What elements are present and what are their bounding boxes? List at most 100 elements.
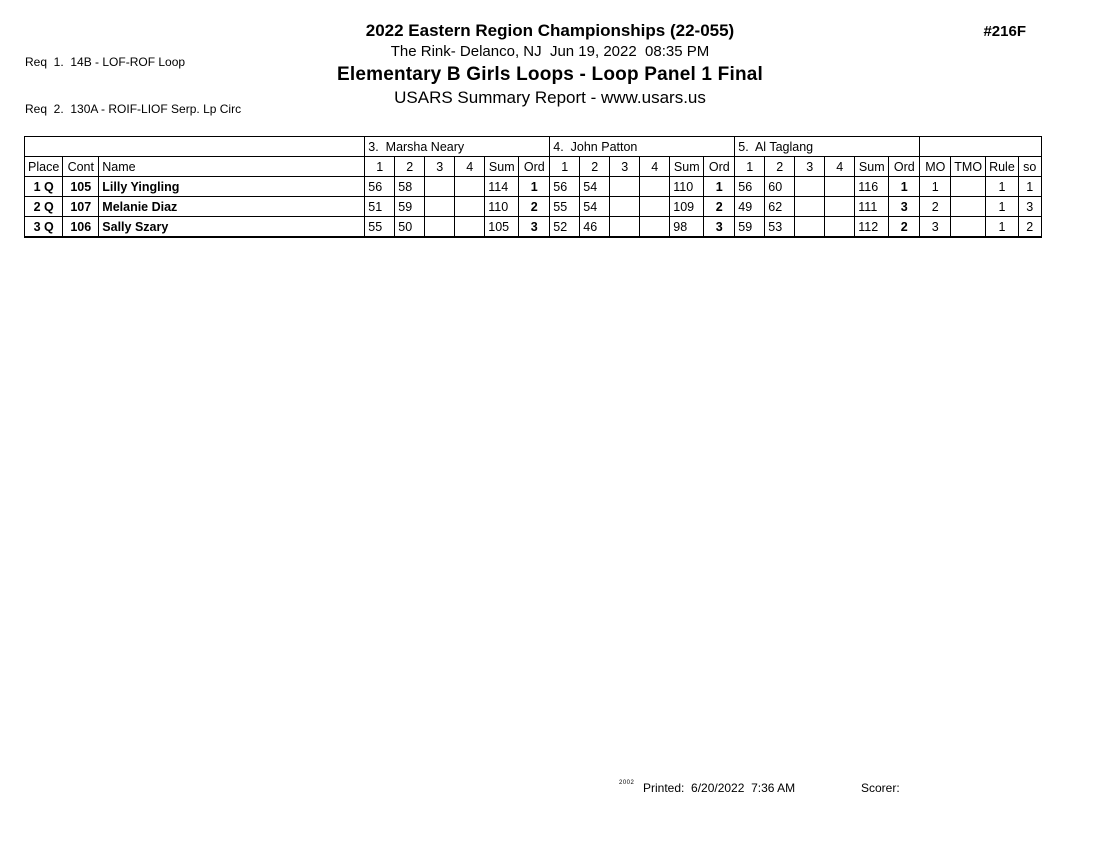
judge-header-row: 3. Marsha Neary 4. John Patton 5. Al Tagla… (23, 136, 1042, 157)
event-title: Elementary B Girls Loops - Loop Panel 1 … (336, 64, 764, 85)
col-header-name: Name (98, 156, 366, 177)
judge-name-4: 4. John Patton (549, 136, 736, 157)
judge3-mark-4 (454, 216, 486, 238)
judge5-sum: 112 (854, 216, 890, 238)
requirements-block: Req 1. 14B - LOF-ROF Loop Req 2. 130A - … (25, 24, 241, 148)
skater-name-cell: Sally Szary (98, 216, 366, 238)
venue-datetime: The Rink- Delanco, NJ Jun 19, 2022 08:35… (390, 43, 710, 60)
judge5-sum: 116 (854, 176, 890, 197)
judge5-mark-3 (794, 176, 826, 197)
judge5-mark-2: 53 (764, 216, 796, 238)
judge4-sum: 110 (669, 176, 705, 197)
col-header-judge3-3: 3 (424, 156, 456, 177)
judge5-mark-4 (824, 176, 856, 197)
report-header: 2022 Eastern Region Championships (22-05… (0, 20, 1100, 109)
judge4-sum: 109 (669, 196, 705, 217)
judge4-mark-1: 55 (549, 196, 581, 217)
mo-cell: 1 (919, 176, 952, 197)
judge3-ordinal: 3 (518, 216, 551, 238)
results-table: 3. Marsha Neary 4. John Patton 5. Al Tagla… (23, 136, 1042, 238)
report-subtitle: USARS Summary Report - www.usars.us (394, 88, 706, 107)
mo-cell: 3 (919, 216, 952, 238)
judge5-mark-1: 59 (734, 216, 766, 238)
judge3-ordinal: 2 (518, 196, 551, 217)
event-code: #216F (983, 23, 1026, 40)
version-mark: 2002 (619, 780, 635, 786)
judge4-mark-4 (639, 216, 671, 238)
judge3-mark-4 (454, 176, 486, 197)
judge-row-spacer-right (919, 136, 1042, 157)
championship-title: 2022 Eastern Region Championships (22-05… (365, 21, 735, 40)
judge3-mark-1: 56 (364, 176, 396, 197)
judge3-sum: 110 (484, 196, 520, 217)
result-row-1: 1 Q 105 Lilly Yingling 56 58 114 1 56 54 110 1 56 60… (23, 176, 1042, 197)
judge-name-3: 3. Marsha Neary (364, 136, 551, 157)
so-cell: 3 (1017, 196, 1042, 217)
col-header-mo: MO (919, 156, 952, 177)
judge-name-5: 5. Al Taglang (734, 136, 921, 157)
col-header-judge5-sum: Sum (854, 156, 890, 177)
judge3-sum: 114 (484, 176, 520, 197)
col-header-judge5-ord: Ord (888, 156, 921, 177)
judge5-mark-2: 62 (764, 196, 796, 217)
requirement-1: Req 1. 14B - LOF-ROF Loop (25, 55, 186, 69)
col-header-judge3-ord: Ord (518, 156, 551, 177)
judge5-mark-2: 60 (764, 176, 796, 197)
judge5-mark-3 (794, 196, 826, 217)
judge4-sum: 98 (669, 216, 705, 238)
judge5-mark-3 (794, 216, 826, 238)
result-row-3: 3 Q 106 Sally Szary 55 50 105 3 52 46 98 3 59 53 112 2… (23, 216, 1042, 238)
judge5-mark-1: 49 (734, 196, 766, 217)
judge3-mark-3 (424, 176, 456, 197)
so-cell: 1 (1017, 176, 1042, 197)
judge3-ordinal: 1 (518, 176, 551, 197)
judge3-mark-1: 55 (364, 216, 396, 238)
col-header-judge4-2: 2 (579, 156, 611, 177)
col-header-judge5-2: 2 (764, 156, 796, 177)
mo-cell: 2 (919, 196, 952, 217)
rule-cell: 1 (985, 176, 1019, 197)
judge4-mark-1: 52 (549, 216, 581, 238)
skater-name-cell: Lilly Yingling (98, 176, 366, 197)
judge4-mark-3 (609, 176, 641, 197)
rule-cell: 1 (985, 216, 1019, 238)
judge4-ordinal: 2 (703, 196, 736, 217)
judge4-mark-4 (639, 176, 671, 197)
col-header-judge5-4: 4 (824, 156, 856, 177)
col-header-judge3-1: 1 (364, 156, 396, 177)
judge3-mark-2: 50 (394, 216, 426, 238)
col-header-judge4-1: 1 (549, 156, 581, 177)
tmo-cell (950, 216, 987, 238)
judge3-sum: 105 (484, 216, 520, 238)
judge5-ordinal: 2 (888, 216, 921, 238)
col-header-judge4-4: 4 (639, 156, 671, 177)
contestant-number-cell: 106 (62, 216, 100, 238)
col-header-judge3-4: 4 (454, 156, 486, 177)
judge3-mark-3 (424, 216, 456, 238)
judge3-mark-2: 59 (394, 196, 426, 217)
contestant-number-cell: 107 (62, 196, 100, 217)
col-header-judge3-2: 2 (394, 156, 426, 177)
judge-row-spacer-left (23, 136, 366, 157)
so-cell: 2 (1017, 216, 1042, 238)
requirement-2: Req 2. 130A - ROIF-LIOF Serp. Lp Circ (25, 101, 242, 116)
judge5-ordinal: 3 (888, 196, 921, 217)
result-row-2: 2 Q 107 Melanie Diaz 51 59 110 2 55 54 109 2 49 62 11… (23, 196, 1042, 217)
col-header-rule: Rule (985, 156, 1019, 177)
col-header-cont: Cont (62, 156, 100, 177)
judge4-mark-4 (639, 196, 671, 217)
judge4-mark-3 (609, 216, 641, 238)
col-header-judge4-3: 3 (609, 156, 641, 177)
skater-name-cell: Melanie Diaz (98, 196, 366, 217)
col-header-judge4-ord: Ord (703, 156, 736, 177)
tmo-cell (950, 196, 987, 217)
scorer-label: Scorer: (861, 781, 900, 795)
judge4-ordinal: 1 (703, 176, 736, 197)
judge4-mark-1: 56 (549, 176, 581, 197)
judge3-mark-1: 51 (364, 196, 396, 217)
col-header-judge5-1: 1 (734, 156, 766, 177)
judge4-mark-3 (609, 196, 641, 217)
contestant-number-cell: 105 (62, 176, 100, 197)
judge3-mark-3 (424, 196, 456, 217)
